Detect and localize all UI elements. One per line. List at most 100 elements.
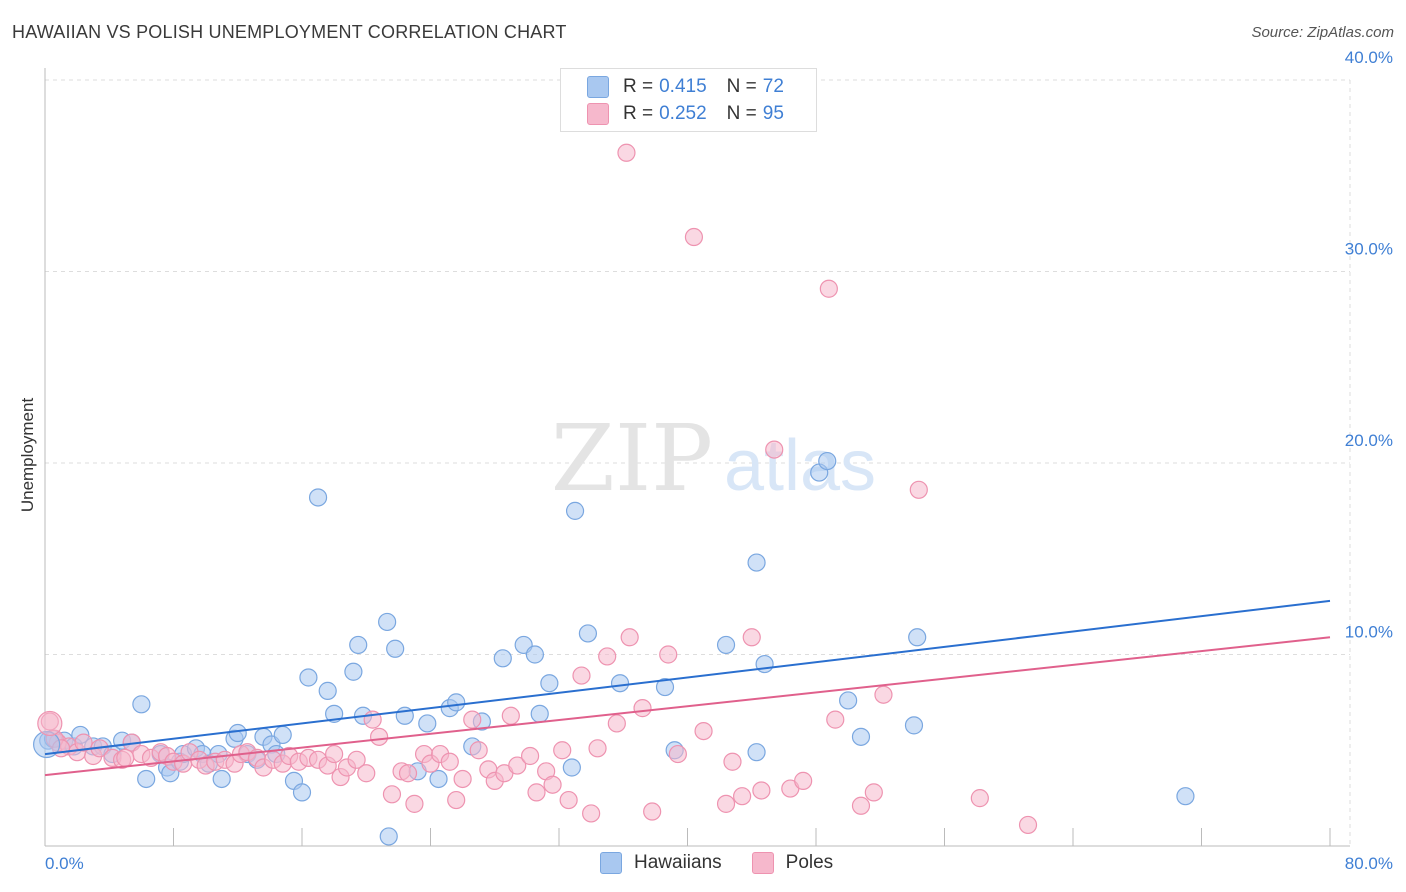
hawaiians-point bbox=[908, 628, 927, 647]
poles-legend-swatch bbox=[751, 852, 774, 874]
hawaiians-point bbox=[525, 645, 545, 664]
poles-point bbox=[617, 143, 636, 162]
poles-point bbox=[501, 706, 520, 725]
hawaiians-point bbox=[839, 691, 858, 710]
hawaiians-point bbox=[562, 758, 581, 777]
hawaiians-point bbox=[379, 827, 398, 846]
hawaiians-point bbox=[212, 769, 231, 789]
hawaiians-point bbox=[716, 635, 736, 655]
hawaiians-point bbox=[540, 674, 559, 693]
hawaiians-point bbox=[308, 488, 328, 507]
poles-point bbox=[765, 440, 784, 459]
poles-point bbox=[370, 727, 389, 746]
poles-point bbox=[582, 804, 601, 823]
poles-point bbox=[752, 781, 771, 800]
y-tick-label: 20.0% bbox=[1345, 431, 1393, 450]
poles-point bbox=[357, 764, 376, 783]
poles-point bbox=[553, 741, 572, 760]
poles-point bbox=[668, 744, 687, 764]
hawaiians-point bbox=[851, 727, 871, 746]
hawaiians-point bbox=[655, 677, 675, 697]
poles-point bbox=[508, 756, 527, 775]
hawaiians-point bbox=[132, 695, 151, 714]
y-tick-label: 10.0% bbox=[1345, 623, 1393, 642]
hawaiians-point bbox=[818, 451, 837, 471]
poles-point bbox=[659, 645, 678, 664]
legend-label-hawaiians: Hawaiians bbox=[634, 852, 722, 873]
poles-point bbox=[684, 227, 704, 247]
x-tick-label: 80.0% bbox=[1345, 854, 1393, 873]
watermark: ZIP atlas bbox=[551, 405, 876, 512]
poles-point bbox=[909, 480, 928, 499]
hawaiians-point bbox=[378, 612, 397, 632]
poles-point bbox=[716, 794, 736, 813]
poles-point bbox=[572, 666, 591, 685]
poles-point bbox=[447, 790, 466, 810]
hawaiians-point bbox=[349, 635, 368, 655]
hawaiians-point bbox=[429, 769, 448, 789]
poles-point bbox=[116, 748, 135, 768]
poles-point bbox=[347, 750, 366, 769]
poles-point bbox=[633, 699, 652, 718]
hawaiians-point bbox=[418, 714, 437, 733]
hawaiians-point bbox=[386, 639, 405, 658]
legend-r-value: 0.415 bbox=[659, 76, 707, 97]
poles-point bbox=[398, 764, 418, 783]
hawaiians-point bbox=[610, 674, 630, 693]
hawaiians-point bbox=[747, 743, 766, 762]
hawaiians-point bbox=[1176, 787, 1195, 806]
legend-n-value: 72 bbox=[762, 76, 784, 97]
hawaiians-point bbox=[228, 723, 247, 743]
poles-point bbox=[874, 685, 893, 704]
legend-item-poles[interactable]: Poles bbox=[751, 852, 834, 874]
hawaiians-point bbox=[299, 668, 318, 687]
poles-point bbox=[559, 790, 578, 810]
hawaiians-point bbox=[578, 624, 598, 643]
poles-point bbox=[543, 775, 562, 794]
poles-point bbox=[819, 279, 838, 298]
poles-point bbox=[851, 796, 871, 815]
chart-source: Source: ZipAtlas.com bbox=[1251, 24, 1394, 41]
legend-label-poles: Poles bbox=[785, 852, 834, 873]
hawaiians-point bbox=[447, 693, 466, 712]
poles-point bbox=[440, 752, 459, 771]
poles-point bbox=[520, 746, 540, 766]
poles-point bbox=[742, 628, 761, 647]
poles-point bbox=[794, 771, 813, 790]
poles-point bbox=[694, 721, 713, 741]
y-tick-labels: 10.0% 20.0% 30.0% 40.0% bbox=[1345, 48, 1393, 642]
poles-swatch bbox=[587, 103, 609, 125]
legend-r-label: R = bbox=[623, 103, 654, 124]
hawaiians-point bbox=[904, 716, 924, 735]
poles-point bbox=[598, 647, 617, 666]
poles-point bbox=[463, 710, 482, 729]
hawaiians-point bbox=[273, 725, 292, 745]
hawaiians-point bbox=[755, 654, 774, 674]
poles-point bbox=[1018, 815, 1038, 835]
legend-n-value: 95 bbox=[762, 103, 784, 124]
x-tick-label: 0.0% bbox=[45, 854, 84, 873]
hawaiians-point bbox=[137, 769, 156, 789]
y-axis-label: Unemployment bbox=[18, 397, 37, 513]
hawaiians-legend-swatch bbox=[600, 852, 622, 874]
hawaiians-point bbox=[565, 501, 585, 520]
chart-title: HAWAIIAN VS POLISH UNEMPLOYMENT CORRELAT… bbox=[12, 22, 567, 42]
hawaiians-point bbox=[318, 681, 337, 700]
hawaiians-swatch bbox=[587, 76, 609, 98]
grid-lines bbox=[45, 79, 1351, 846]
data-points bbox=[33, 143, 1195, 846]
poles-point bbox=[325, 744, 344, 764]
poles-point bbox=[620, 628, 639, 647]
trend-lines bbox=[44, 599, 1331, 777]
hawaiians-point bbox=[530, 704, 549, 723]
legend-r-value: 0.252 bbox=[659, 103, 707, 124]
hawaiians-trend-line bbox=[44, 599, 1331, 756]
poles-point bbox=[733, 787, 752, 806]
legend-item-hawaiians[interactable]: Hawaiians bbox=[600, 852, 722, 874]
hawaiians-point bbox=[344, 662, 363, 681]
poles-trend-line bbox=[44, 636, 1331, 777]
poles-point bbox=[826, 710, 845, 729]
poles-point bbox=[469, 741, 488, 760]
poles-point bbox=[643, 802, 662, 821]
